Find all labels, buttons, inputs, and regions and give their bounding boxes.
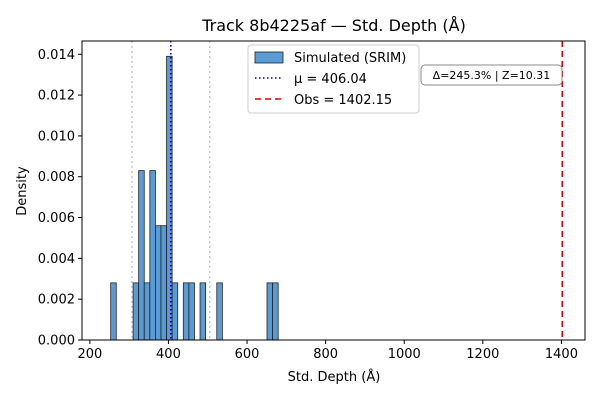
histogram-bar [199, 282, 207, 341]
histogram-bar [266, 282, 273, 341]
histogram-bar [155, 225, 162, 341]
histogram-bar [188, 282, 195, 341]
annotation-box [420, 64, 563, 86]
histogram-bar [272, 282, 279, 341]
x-tick-label: 800 [313, 347, 338, 362]
legend-label-mean: μ = 406.04 [294, 72, 367, 87]
y-tick-label: 0.000 [38, 334, 75, 349]
axes-frame [81, 40, 586, 341]
y-tick-label: 0.008 [38, 170, 75, 185]
stats-annotation: Δ=245.3% | Z=10.31 [420, 64, 563, 86]
x-tick-label: 1000 [388, 347, 421, 362]
histogram-bar [132, 282, 140, 341]
legend-swatch-simulated [254, 51, 284, 64]
histogram-bar [110, 282, 117, 341]
legend-label-observed: Obs = 1402.15 [294, 93, 392, 108]
y-axis-label: Density [15, 166, 30, 216]
histogram-bar [182, 282, 190, 341]
histogram-bar [149, 170, 156, 341]
legend-box [247, 44, 420, 114]
histogram-bar [160, 225, 167, 341]
annotation-text: Δ=245.3% | Z=10.31 [433, 69, 551, 82]
y-tick-label: 0.006 [38, 211, 75, 226]
x-tick-label: 200 [77, 347, 102, 362]
x-axis-label: Std. Depth (Å) [288, 369, 381, 385]
y-tick-label: 0.002 [38, 293, 75, 308]
y-tick-label: 0.010 [38, 129, 75, 144]
x-tick-label: 400 [156, 347, 181, 362]
y-tick-label: 0.012 [38, 89, 75, 104]
histogram-bar [216, 282, 223, 341]
x-tick-label: 1400 [545, 347, 578, 362]
histogram-bar [143, 282, 151, 341]
legend: Simulated (SRIM) μ = 406.04 Obs = 1402.15 [247, 44, 420, 114]
y-tick-label: 0.014 [38, 48, 75, 63]
plot-area: 200 400 600 800 1000 1200 1400 0.000 0.002 0.004 0… [38, 40, 586, 362]
x-tick-label: 600 [235, 347, 260, 362]
chart-title: Track 8b4225af — Std. Depth (Å) [201, 16, 466, 35]
x-tick-label: 1200 [466, 347, 499, 362]
y-tick-label: 0.004 [38, 252, 75, 267]
histogram-bar [138, 170, 145, 341]
legend-label-simulated: Simulated (SRIM) [294, 51, 406, 66]
histogram-bar [171, 282, 179, 341]
